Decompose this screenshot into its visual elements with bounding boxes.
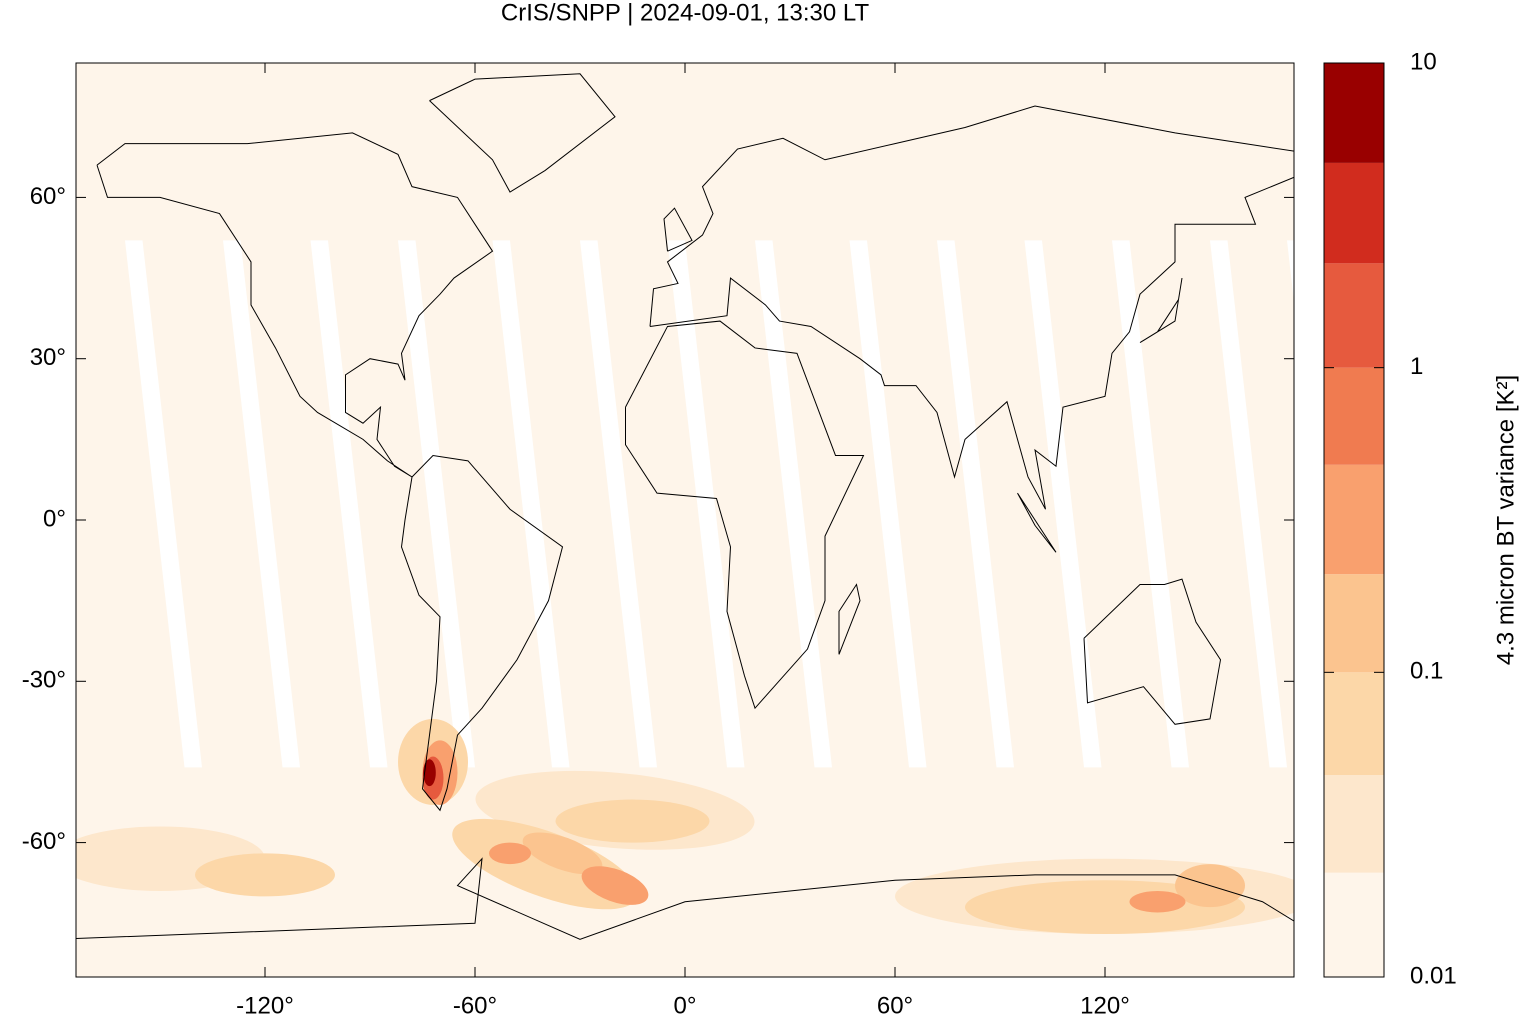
variance-region (581, 866, 649, 905)
colorbar-tick-label: 1 (1410, 353, 1423, 380)
x-tick-label: 60° (877, 992, 913, 1019)
swath-gap (937, 240, 1014, 768)
swath-gap (667, 240, 745, 768)
y-tick-label: 0° (43, 505, 66, 532)
swath-gap (1024, 240, 1102, 768)
colorbar-tick-label: 0.01 (1410, 962, 1457, 989)
colorbar-band (1324, 464, 1384, 575)
swath-gap (125, 240, 202, 768)
swath-gap (398, 240, 475, 768)
x-tick-label: 120° (1080, 992, 1130, 1019)
swath-gap (849, 240, 927, 768)
coastline (649, 105, 1294, 510)
colorbar-band (1324, 872, 1384, 977)
variance-region (489, 842, 531, 865)
y-tick-label: -60° (22, 828, 66, 855)
swath-gap (580, 240, 657, 768)
coastline (429, 73, 616, 193)
colorbar-band (1324, 672, 1384, 776)
swath-gap (1210, 240, 1287, 768)
colorbar-band (1324, 367, 1384, 465)
swath-gap (310, 240, 388, 768)
coastline (400, 454, 564, 812)
coastline (663, 207, 693, 252)
y-tick-label: 60° (30, 183, 66, 210)
variance-region (555, 799, 710, 843)
coastline (76, 857, 1294, 940)
colorbar-tick-label: 10 (1410, 48, 1437, 75)
swath-gap (1287, 240, 1294, 303)
colorbar-band (1324, 574, 1384, 673)
variance-region (522, 832, 603, 875)
variance-region (1129, 890, 1186, 913)
coastline (1139, 277, 1183, 344)
coastline (625, 320, 865, 710)
swath-gap (492, 240, 570, 768)
map (76, 73, 1294, 940)
chart-title: CrIS/SNPP | 2024-09-01, 13:30 LT (501, 0, 870, 26)
colorbar-band (1324, 775, 1384, 873)
colorbar-band (1324, 162, 1384, 264)
coastline (838, 583, 861, 655)
swath-gap (1112, 240, 1189, 768)
variance-region (195, 853, 335, 897)
x-tick-label: -120° (236, 992, 294, 1019)
colorbar-band (1324, 63, 1384, 163)
y-tick-label: -30° (22, 667, 66, 694)
coastline (1083, 578, 1222, 725)
swath-gap (223, 240, 300, 768)
colorbar-tick-label: 0.1 (1410, 658, 1443, 685)
y-tick-label: 30° (30, 344, 66, 371)
x-tick-label: 0° (674, 992, 697, 1019)
x-tick-label: -60° (453, 992, 497, 1019)
colorbar-frame (1323, 62, 1385, 978)
variance-region (423, 759, 436, 787)
coastline (96, 132, 494, 478)
colorbar-label: 4.3 micron BT variance [K²] (1492, 375, 1519, 665)
coastline (1017, 492, 1057, 553)
colorbar-band (1324, 263, 1384, 368)
